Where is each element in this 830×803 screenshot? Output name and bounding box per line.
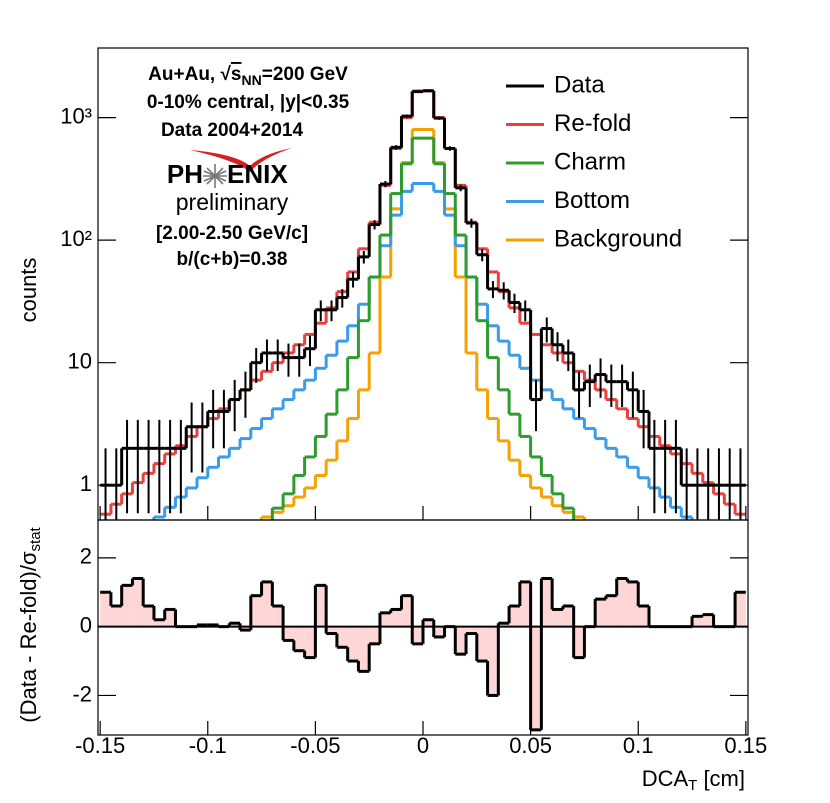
ratio-bar (261, 581, 273, 627)
ratio-bar (530, 626, 542, 730)
annotation: preliminary (176, 189, 289, 215)
ratio-bar (433, 626, 445, 637)
annotation: b/(c+b)=0.38 (177, 249, 288, 270)
x-axis-label: DCAT [cm] (642, 766, 745, 794)
ratio-bar (498, 623, 510, 627)
logo-text: PH (167, 159, 203, 189)
ratio-panel (98, 576, 748, 732)
x-tick-label: 0 (417, 733, 429, 758)
ratio-bar (143, 606, 154, 627)
ratio-bar (164, 609, 176, 627)
ratio-bar (638, 606, 649, 627)
ratio-bar (347, 626, 359, 662)
annotation-part: s (231, 64, 242, 85)
ratio-bar (293, 626, 305, 651)
logo-star (203, 164, 227, 188)
ratio-bar (735, 592, 746, 627)
legend-label: Bottom (554, 187, 630, 214)
y-tick-label: 10³ (60, 103, 92, 128)
y-tick-label: -2 (72, 681, 92, 706)
logo-text: ENIX (227, 159, 288, 189)
ratio-bar (110, 606, 122, 627)
annotations: Au+Au, √sNN=200 GeV 0-10% central, |y|<0… (147, 64, 350, 270)
legend-label: Charm (554, 148, 626, 175)
ratio-bar (240, 626, 251, 631)
label-main: (Data - Re-fold)/σ (16, 551, 41, 723)
x-tick-label: -0.05 (290, 733, 340, 758)
ratio-bar (541, 578, 553, 627)
label-sub: stat (27, 526, 44, 551)
y-tick-label: 10² (60, 226, 92, 251)
ratio-bar (573, 626, 585, 658)
ratio-bar (519, 581, 531, 627)
legend-label: Data (554, 71, 605, 98)
x-tick-label: -0.15 (75, 733, 125, 758)
ratio-bar (369, 626, 380, 644)
ratio-frame (97, 519, 749, 736)
ratio-bar (304, 626, 316, 658)
top-panel (100, 89, 746, 520)
ratio-bar (283, 626, 294, 641)
ratio-bar (627, 581, 639, 627)
ratio-bar (100, 592, 111, 627)
ratio-bar (336, 626, 348, 648)
ratio-y-axis-label: (Data - Re-fold)/σstat (16, 526, 44, 722)
y-tick-label: 0 (80, 612, 92, 637)
ratio-bar (315, 585, 327, 627)
ratio-bar (552, 609, 563, 627)
ratio-bar (423, 619, 434, 627)
x-tick-label: -0.1 (189, 733, 227, 758)
annotation: Data 2004+2014 (161, 120, 304, 141)
ratio-bar (412, 626, 423, 644)
ratio-bar (250, 595, 262, 627)
label-main: DCA (642, 766, 689, 791)
ratio-bar (272, 606, 284, 627)
ratio-bar (121, 585, 133, 627)
annotation: [2.00-2.50 GeV/c] (156, 223, 308, 244)
legend-label: Re-fold (554, 110, 631, 137)
ratio-bar (229, 623, 241, 627)
ratio-bar (401, 595, 413, 627)
ratio-bar (605, 595, 617, 627)
y-tick-label: 1 (80, 471, 92, 496)
legend-label: Background (554, 225, 682, 252)
ratio-bar (509, 606, 520, 627)
x-tick-label: 0.05 (509, 733, 552, 758)
ratio-bar (487, 626, 499, 696)
ratio-bar (390, 609, 402, 627)
annotation-part: Au+Au, √ (148, 64, 231, 85)
y-tick-label: 10 (68, 348, 92, 373)
annotation-part: NN (242, 72, 262, 88)
ratio-bar (466, 626, 477, 634)
legend: Data Re-fold Charm Bottom Background (506, 71, 682, 252)
y-tick-label: 2 (80, 544, 92, 569)
logo-swoosh (190, 148, 292, 172)
annotation-part: =200 GeV (262, 64, 348, 85)
ratio-bar (379, 612, 391, 627)
ratio-bar (616, 578, 628, 627)
label-sub: T (688, 777, 697, 794)
ratio-bar (692, 616, 703, 627)
label-suffix: [cm] (697, 766, 745, 791)
axes: 1 10 10² 10³ -2 0 2 -0.15 -0.1 -0.05 0 0.05 0.1 0.15 (60, 103, 767, 757)
x-tick-label: 0.1 (623, 733, 654, 758)
ratio-bar (455, 626, 467, 655)
ratio-bar (595, 599, 606, 627)
ratio-bar (132, 578, 144, 627)
ratio-bar (476, 626, 488, 662)
annotation: Au+Au, √sNN=200 GeV (148, 64, 348, 88)
histogram-step-connector (270, 138, 576, 520)
ratio-bar (326, 626, 337, 634)
ratio-bar (702, 614, 714, 627)
annotation: 0-10% central, |y|<0.35 (147, 92, 350, 113)
x-tick-label: 0.15 (724, 733, 767, 758)
ratio-bar (153, 619, 165, 627)
y-axis-label: counts (16, 258, 41, 323)
ratio-bar (562, 606, 574, 627)
ratio-bar (358, 626, 370, 672)
